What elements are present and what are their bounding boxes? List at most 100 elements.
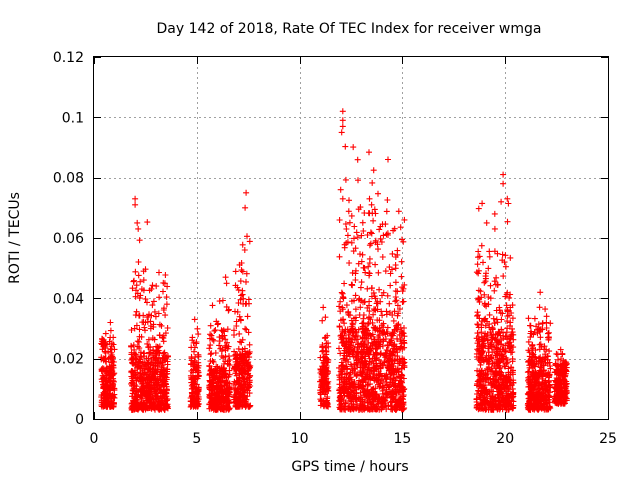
data-point	[366, 358, 373, 365]
data-point	[490, 406, 497, 413]
data-point	[563, 378, 570, 385]
data-point	[485, 400, 492, 406]
data-point	[139, 395, 146, 402]
data-point	[379, 221, 386, 228]
data-point	[195, 352, 202, 358]
data-point	[340, 361, 347, 368]
data-point	[206, 385, 213, 392]
data-point	[375, 269, 382, 276]
x-tick-label: 25	[599, 431, 617, 447]
data-point	[354, 332, 361, 339]
data-point	[213, 363, 220, 370]
data-point	[531, 370, 538, 377]
data-point	[341, 347, 348, 354]
data-point	[527, 322, 534, 329]
data-point	[99, 340, 106, 347]
data-point	[366, 346, 372, 353]
data-point	[337, 308, 344, 315]
data-point	[136, 312, 142, 319]
data-points	[98, 108, 570, 413]
data-point	[509, 315, 516, 322]
data-point	[137, 353, 144, 360]
data-point	[543, 325, 550, 331]
data-point	[537, 289, 544, 296]
data-point	[499, 251, 506, 258]
data-point	[325, 359, 332, 365]
data-point	[188, 357, 195, 364]
data-point	[544, 356, 551, 363]
data-point	[475, 401, 481, 408]
data-point	[163, 390, 170, 397]
data-point	[164, 283, 171, 290]
data-point	[207, 358, 214, 365]
data-point	[377, 235, 384, 242]
data-point	[488, 381, 495, 388]
data-point	[538, 403, 545, 409]
data-point	[400, 238, 407, 245]
data-point	[527, 379, 534, 386]
data-point	[530, 345, 536, 352]
data-point	[153, 389, 160, 395]
data-point	[223, 387, 230, 394]
data-point	[527, 334, 534, 341]
data-point	[237, 383, 244, 389]
data-point	[397, 224, 404, 231]
data-point	[394, 302, 401, 309]
data-point	[395, 310, 402, 317]
data-point	[475, 387, 482, 394]
axis-ticks: 0 5 10 15 20 25 0 0.02 0.04 0.06 0.08 0.1 0.12	[53, 50, 617, 447]
data-point	[236, 261, 243, 268]
data-point	[473, 402, 480, 409]
data-point	[537, 341, 544, 348]
data-point	[140, 319, 147, 325]
data-point	[365, 406, 371, 413]
data-point	[506, 386, 513, 393]
data-point	[345, 311, 352, 318]
data-point	[496, 371, 503, 378]
data-point	[348, 376, 355, 383]
data-point	[380, 320, 387, 327]
data-point	[322, 373, 329, 380]
data-point	[525, 368, 532, 375]
data-point	[136, 295, 143, 302]
data-point	[345, 343, 352, 350]
data-point	[401, 325, 407, 331]
data-point	[130, 360, 137, 367]
data-point	[161, 280, 168, 287]
data-point	[482, 374, 489, 381]
data-point	[233, 355, 240, 362]
data-point	[111, 370, 118, 377]
data-point	[480, 385, 487, 392]
data-point	[394, 335, 401, 342]
data-point	[475, 372, 482, 379]
data-point	[188, 344, 195, 351]
data-point	[336, 376, 343, 383]
data-point	[380, 289, 387, 296]
data-point	[544, 388, 551, 395]
data-point	[362, 394, 369, 400]
data-point	[319, 317, 326, 324]
data-point	[239, 291, 246, 298]
data-point	[144, 219, 151, 226]
data-point	[500, 335, 507, 342]
data-point	[387, 376, 394, 383]
data-point	[321, 402, 328, 408]
data-point	[128, 327, 135, 333]
data-point	[160, 332, 167, 339]
data-point	[342, 328, 349, 335]
data-point	[357, 251, 363, 258]
data-point	[491, 287, 498, 294]
data-point	[209, 374, 216, 381]
data-point	[392, 387, 399, 394]
data-point	[504, 218, 511, 225]
y-tick-label: 0.04	[53, 291, 84, 307]
data-point	[349, 320, 356, 327]
data-point	[108, 351, 115, 358]
data-point	[367, 381, 373, 388]
data-point	[504, 289, 511, 296]
data-point	[360, 228, 367, 234]
data-point	[213, 391, 220, 398]
data-point	[371, 355, 378, 362]
data-point	[349, 348, 356, 355]
data-point	[508, 364, 514, 371]
